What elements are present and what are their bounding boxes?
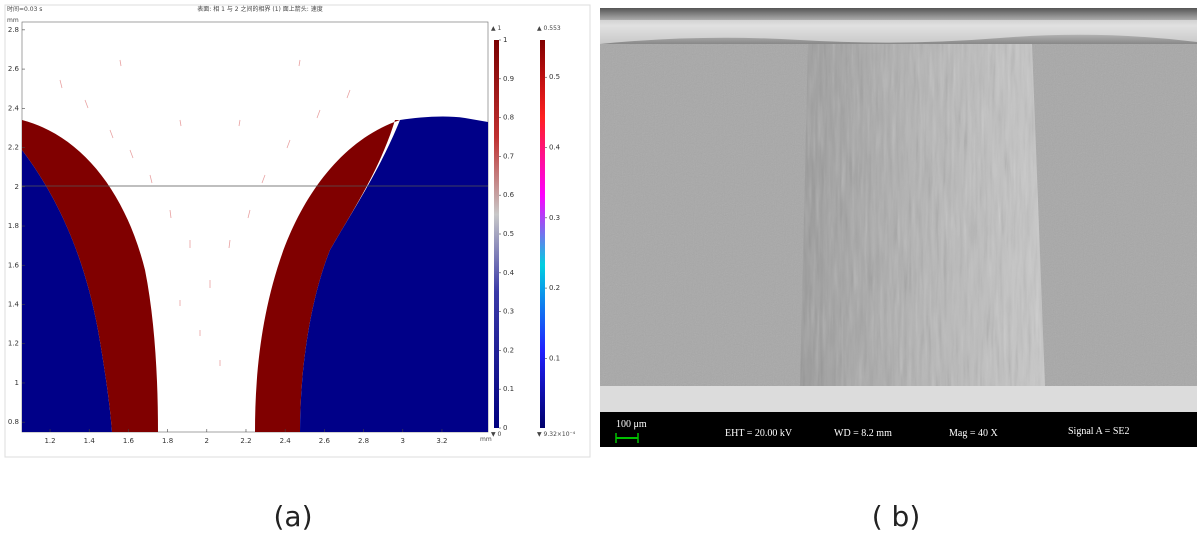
colorbar-tick-label: 0.7 <box>503 152 514 160</box>
colorbar-tick-label: 0.4 <box>549 144 561 152</box>
caption: (a) <box>273 500 312 533</box>
colorbar-tick-label: 0.8 <box>503 114 514 122</box>
x-unit: mm <box>480 436 492 443</box>
caption: ( b) <box>872 500 921 533</box>
plot-title: 表面: 相 1 与 2 之间的相界 (1) 面上箭头: 速度 <box>197 5 322 13</box>
colorbar-tick-label: 1 <box>503 36 507 44</box>
y-tick-label: 2.4 <box>8 104 20 112</box>
x-tick-label: 2.6 <box>319 437 331 445</box>
phase-region <box>300 116 488 432</box>
colorbar-tick-label: 0.4 <box>503 269 515 277</box>
x-tick-label: 1.2 <box>44 437 55 445</box>
colorbar-tick-label: 0.5 <box>503 230 514 238</box>
colorbar-tick-label: 0.9 <box>503 75 514 83</box>
plot-area <box>21 21 489 433</box>
x-tick-label: 2 <box>205 437 209 445</box>
y-tick-label: 2.8 <box>8 26 19 34</box>
y-tick-label: 1.8 <box>8 222 19 230</box>
colorbar <box>540 40 545 428</box>
x-tick-label: 2.2 <box>240 437 251 445</box>
panel-b: 100 μm EHT = 20.00 kV WD = 8.2 mm Mag = … <box>600 8 1197 447</box>
y-unit: mm <box>7 17 19 24</box>
y-tick-label: 1 <box>15 379 19 387</box>
colorbar <box>494 40 499 428</box>
x-tick-label: 1.8 <box>162 437 173 445</box>
colorbar-max: ▲ 1 <box>491 25 502 32</box>
y-tick-label: 0.8 <box>8 418 19 426</box>
mag: Mag = 40 X <box>949 428 998 439</box>
axes: 1.2 1.4 1.6 1.8 2 2.2 2.4 2.6 2.8 3 3.2 0.8 1 1.2 1.4 1… <box>8 26 561 445</box>
colorbar-tick-label: 0.3 <box>503 308 514 316</box>
x-tick-label: 2.8 <box>358 437 369 445</box>
x-tick-label: 1.6 <box>123 437 135 445</box>
colorbar-tick-label: 0.6 <box>503 191 515 199</box>
interface-band <box>22 120 158 432</box>
eht: EHT = 20.00 kV <box>725 428 793 439</box>
colorbar-tick-label: 0.3 <box>549 214 560 222</box>
velocity-arrows <box>59 59 351 366</box>
colorbar-min: ▼ 0 <box>491 431 502 438</box>
y-tick-label: 2.6 <box>8 65 20 73</box>
x-tick-label: 1.4 <box>84 437 96 445</box>
colorbar-tick-label: 0.5 <box>549 73 560 81</box>
y-tick-label: 2.2 <box>8 144 19 152</box>
wd: WD = 8.2 mm <box>834 428 892 439</box>
info-bar <box>600 412 1197 447</box>
x-tick-label: 3.2 <box>436 437 447 445</box>
panel-a: 时间=0.03 s 表面: 相 1 与 2 之间的相界 (1) 面上箭头: 速度… <box>4 4 591 458</box>
y-tick-label: 1.4 <box>8 300 20 308</box>
y-tick-label: 1.6 <box>8 261 20 269</box>
colorbar-tick-label: 0.2 <box>549 284 560 292</box>
colorbar-min: ▼ 9.32×10⁻⁴ <box>537 431 576 438</box>
time-label: 时间=0.03 s <box>7 5 42 13</box>
colorbar-tick-label: 0 <box>503 424 507 432</box>
colorbar-tick-label: 0.1 <box>503 385 514 393</box>
colorbar-tick-label: 0.2 <box>503 346 514 354</box>
scale-label: 100 μm <box>616 419 647 430</box>
substrate-edge <box>600 386 1197 412</box>
phase-region <box>22 150 112 432</box>
colorbar-max: ▲ 0.553 <box>537 25 561 32</box>
interface-band <box>255 120 400 432</box>
signal: Signal A = SE2 <box>1068 426 1129 437</box>
y-tick-label: 1.2 <box>8 340 19 348</box>
x-tick-label: 3 <box>401 437 405 445</box>
colorbar-tick-label: 0.1 <box>549 354 560 362</box>
y-tick-label: 2 <box>15 183 19 191</box>
x-tick-label: 2.4 <box>280 437 292 445</box>
